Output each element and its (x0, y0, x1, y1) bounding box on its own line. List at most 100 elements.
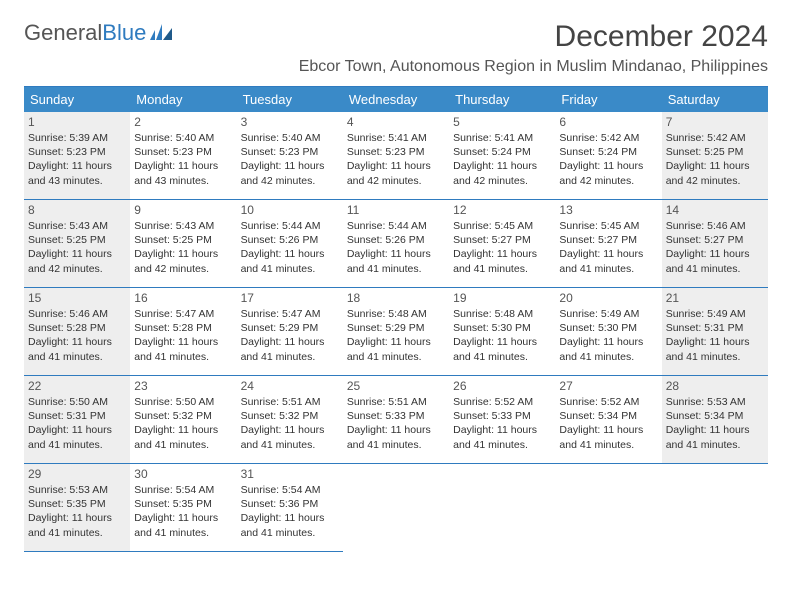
sunrise-text: Sunrise: 5:42 AM (666, 131, 764, 145)
calendar-cell: 17Sunrise: 5:47 AMSunset: 5:29 PMDayligh… (237, 288, 343, 376)
daylight-text: Daylight: 11 hours and 41 minutes. (347, 423, 445, 451)
calendar-cell: 5 Sunrise: 5:41 AMSunset: 5:24 PMDaylight… (449, 112, 555, 200)
day-header: Thursday (449, 87, 555, 112)
sunrise-text: Sunrise: 5:45 AM (453, 219, 551, 233)
day-number: 1 (28, 115, 126, 129)
sunset-text: Sunset: 5:23 PM (241, 145, 339, 159)
day-number: 9 (134, 203, 232, 217)
calendar-cell: 12Sunrise: 5:45 AMSunset: 5:27 PMDayligh… (449, 200, 555, 288)
calendar-cell: 31Sunrise: 5:54 AMSunset: 5:36 PMDayligh… (237, 464, 343, 552)
daylight-text: Daylight: 11 hours and 42 minutes. (453, 159, 551, 187)
sunrise-text: Sunrise: 5:39 AM (28, 131, 126, 145)
day-number: 12 (453, 203, 551, 217)
sunrise-text: Sunrise: 5:51 AM (241, 395, 339, 409)
calendar-cell-empty (662, 464, 768, 552)
day-header: Monday (130, 87, 236, 112)
sunrise-text: Sunrise: 5:49 AM (559, 307, 657, 321)
day-number: 18 (347, 291, 445, 305)
page-title: December 2024 (555, 20, 768, 54)
calendar-cell: 19Sunrise: 5:48 AMSunset: 5:30 PMDayligh… (449, 288, 555, 376)
day-header: Sunday (24, 87, 130, 112)
sunrise-text: Sunrise: 5:46 AM (666, 219, 764, 233)
sunset-text: Sunset: 5:27 PM (666, 233, 764, 247)
daylight-text: Daylight: 11 hours and 42 minutes. (347, 159, 445, 187)
day-number: 22 (28, 379, 126, 393)
sunrise-text: Sunrise: 5:50 AM (28, 395, 126, 409)
daylight-text: Daylight: 11 hours and 42 minutes. (134, 247, 232, 275)
sunrise-text: Sunrise: 5:54 AM (241, 483, 339, 497)
day-number: 20 (559, 291, 657, 305)
day-number: 7 (666, 115, 764, 129)
header-row: GeneralBlue December 2024 (24, 20, 768, 54)
daylight-text: Daylight: 11 hours and 41 minutes. (666, 335, 764, 363)
calendar-cell: 25Sunrise: 5:51 AMSunset: 5:33 PMDayligh… (343, 376, 449, 464)
day-number: 17 (241, 291, 339, 305)
sunrise-text: Sunrise: 5:48 AM (347, 307, 445, 321)
sunset-text: Sunset: 5:35 PM (28, 497, 126, 511)
daylight-text: Daylight: 11 hours and 41 minutes. (241, 335, 339, 363)
sunset-text: Sunset: 5:32 PM (241, 409, 339, 423)
sunset-text: Sunset: 5:34 PM (666, 409, 764, 423)
day-number: 25 (347, 379, 445, 393)
day-number: 6 (559, 115, 657, 129)
calendar-cell: 3Sunrise: 5:40 AMSunset: 5:23 PMDaylight… (237, 112, 343, 200)
calendar-cell: 18 Sunrise: 5:48 AMSunset: 5:29 PMDayligh… (343, 288, 449, 376)
sunset-text: Sunset: 5:24 PM (453, 145, 551, 159)
calendar-cell: 1Sunrise: 5:39 AMSunset: 5:23 PMDaylight… (24, 112, 130, 200)
calendar-cell: 14 Sunrise: 5:46 AMSunset: 5:27 PMDayligh… (662, 200, 768, 288)
sunset-text: Sunset: 5:29 PM (347, 321, 445, 335)
sunrise-text: Sunrise: 5:47 AM (134, 307, 232, 321)
sunrise-text: Sunrise: 5:53 AM (28, 483, 126, 497)
day-number: 14 (666, 203, 764, 217)
calendar-cell: 16Sunrise: 5:47 AMSunset: 5:28 PMDayligh… (130, 288, 236, 376)
sunset-text: Sunset: 5:29 PM (241, 321, 339, 335)
sunset-text: Sunset: 5:23 PM (134, 145, 232, 159)
calendar-cell: 24Sunrise: 5:51 AMSunset: 5:32 PMDayligh… (237, 376, 343, 464)
calendar-cell: 11Sunrise: 5:44 AMSunset: 5:26 PMDayligh… (343, 200, 449, 288)
sunset-text: Sunset: 5:31 PM (666, 321, 764, 335)
daylight-text: Daylight: 11 hours and 41 minutes. (453, 247, 551, 275)
sunrise-text: Sunrise: 5:43 AM (28, 219, 126, 233)
day-number: 15 (28, 291, 126, 305)
day-number: 5 (453, 115, 551, 129)
daylight-text: Daylight: 11 hours and 43 minutes. (28, 159, 126, 187)
sunset-text: Sunset: 5:28 PM (134, 321, 232, 335)
calendar-cell: 4Sunrise: 5:41 AMSunset: 5:23 PMDaylight… (343, 112, 449, 200)
day-number: 29 (28, 467, 126, 481)
sunset-text: Sunset: 5:23 PM (347, 145, 445, 159)
daylight-text: Daylight: 11 hours and 43 minutes. (134, 159, 232, 187)
calendar-cell: 2Sunrise: 5:40 AMSunset: 5:23 PMDaylight… (130, 112, 236, 200)
day-header: Saturday (662, 87, 768, 112)
sunrise-text: Sunrise: 5:41 AM (453, 131, 551, 145)
sunset-text: Sunset: 5:28 PM (28, 321, 126, 335)
daylight-text: Daylight: 11 hours and 41 minutes. (666, 247, 764, 275)
sunset-text: Sunset: 5:25 PM (28, 233, 126, 247)
sunset-text: Sunset: 5:36 PM (241, 497, 339, 511)
day-number: 10 (241, 203, 339, 217)
calendar-cell: 26Sunrise: 5:52 AMSunset: 5:33 PMDayligh… (449, 376, 555, 464)
daylight-text: Daylight: 11 hours and 41 minutes. (241, 511, 339, 539)
sunset-text: Sunset: 5:26 PM (347, 233, 445, 247)
daylight-text: Daylight: 11 hours and 42 minutes. (559, 159, 657, 187)
sunrise-text: Sunrise: 5:40 AM (134, 131, 232, 145)
sunset-text: Sunset: 5:25 PM (666, 145, 764, 159)
logo: GeneralBlue (24, 20, 172, 46)
daylight-text: Daylight: 11 hours and 41 minutes. (559, 247, 657, 275)
calendar-cell: 8Sunrise: 5:43 AMSunset: 5:25 PMDaylight… (24, 200, 130, 288)
day-number: 30 (134, 467, 232, 481)
daylight-text: Daylight: 11 hours and 41 minutes. (241, 423, 339, 451)
sunset-text: Sunset: 5:30 PM (453, 321, 551, 335)
day-header: Friday (555, 87, 661, 112)
day-number: 26 (453, 379, 551, 393)
daylight-text: Daylight: 11 hours and 41 minutes. (28, 335, 126, 363)
daylight-text: Daylight: 11 hours and 41 minutes. (347, 335, 445, 363)
daylight-text: Daylight: 11 hours and 41 minutes. (28, 423, 126, 451)
day-number: 13 (559, 203, 657, 217)
logo-text-1: General (24, 20, 102, 46)
calendar-cell: 13Sunrise: 5:45 AMSunset: 5:27 PMDayligh… (555, 200, 661, 288)
calendar-cell: 28Sunrise: 5:53 AMSunset: 5:34 PMDayligh… (662, 376, 768, 464)
sunrise-text: Sunrise: 5:45 AM (559, 219, 657, 233)
daylight-text: Daylight: 11 hours and 41 minutes. (559, 335, 657, 363)
sunset-text: Sunset: 5:31 PM (28, 409, 126, 423)
calendar-cell: 10Sunrise: 5:44 AMSunset: 5:26 PMDayligh… (237, 200, 343, 288)
